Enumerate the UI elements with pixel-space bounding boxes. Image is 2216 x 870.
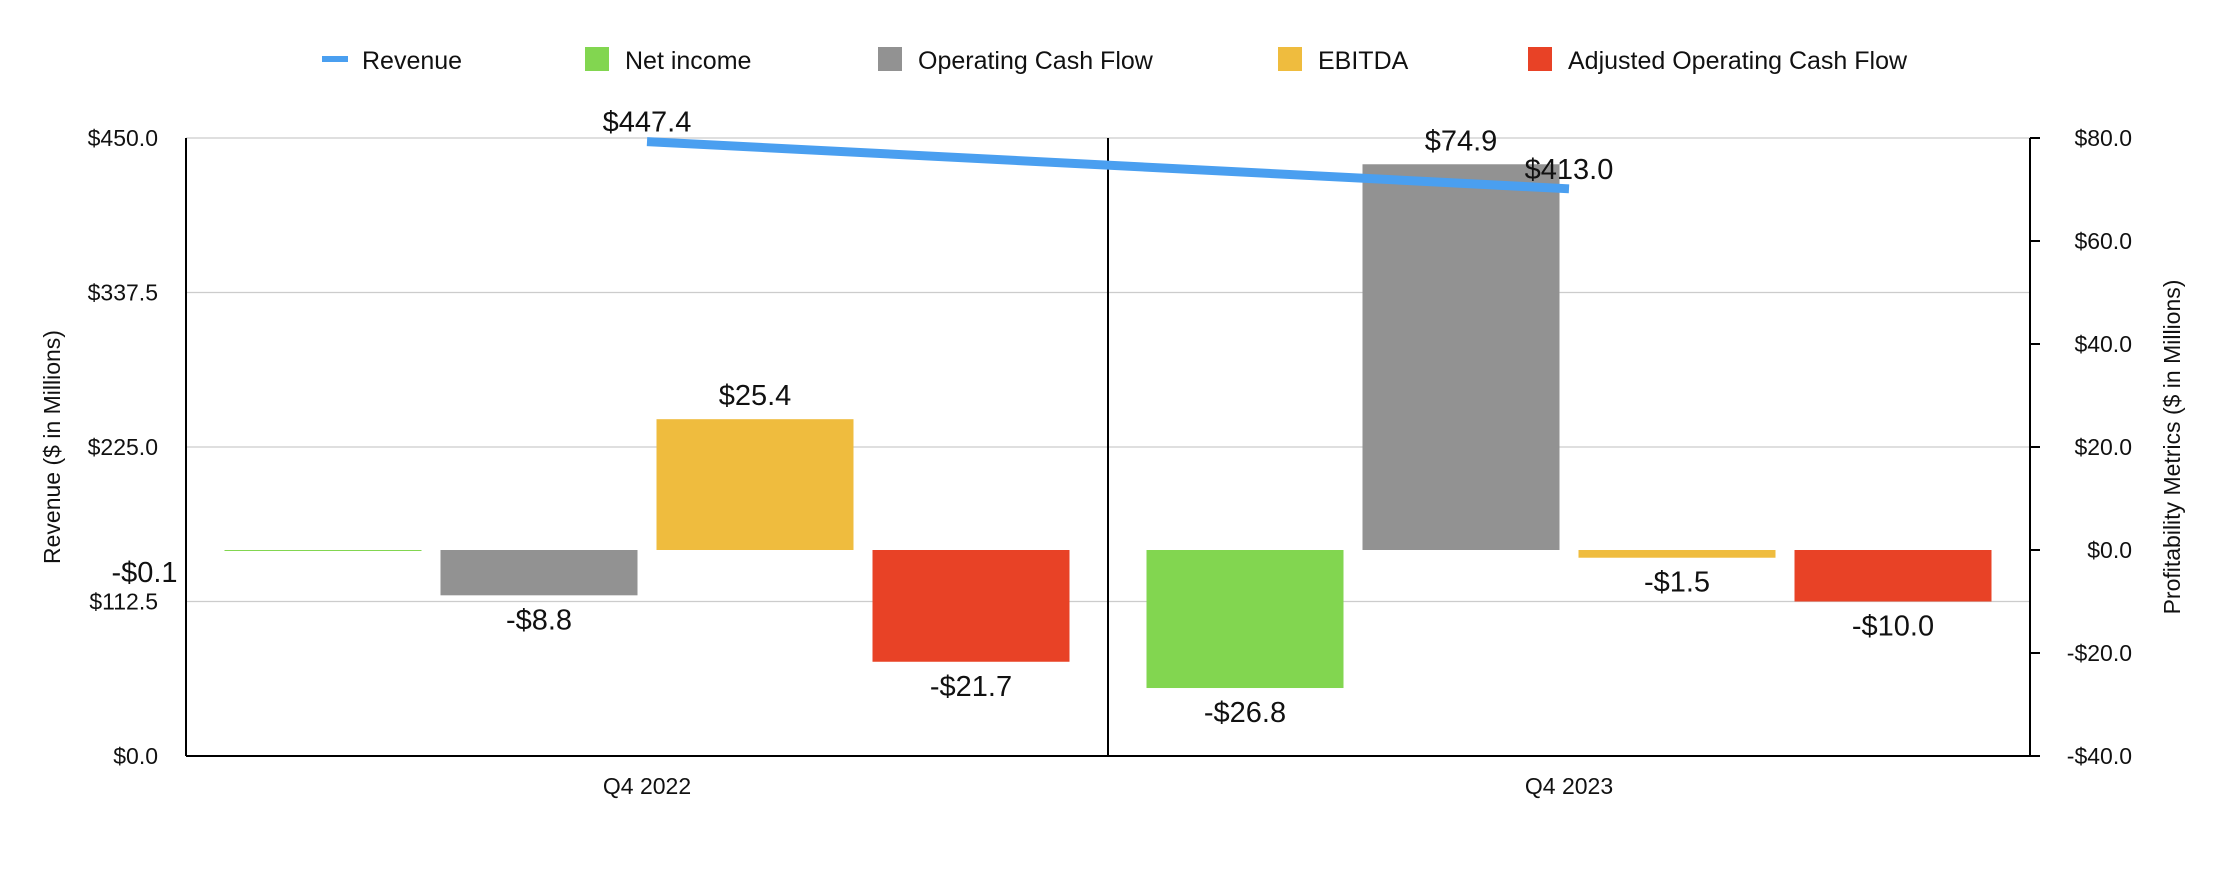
left-tick-label: $225.0 <box>88 434 158 460</box>
left-tick-label: $0.0 <box>113 743 158 769</box>
legend-marker-ebitda <box>1278 47 1302 71</box>
legend-marker-net-income <box>585 47 609 71</box>
data-label-net-income: -$0.1 <box>111 557 177 589</box>
revenue-line <box>646 137 1570 194</box>
data-label-operating-cash-flow: $74.9 <box>1425 125 1498 157</box>
legend-label-net-income: Net income <box>625 47 751 75</box>
legend-marker-adjusted-operating-cash-flow <box>1528 47 1552 71</box>
right-axis-title: Profitability Metrics ($ in Millions) <box>2159 280 2185 615</box>
data-label-revenue: $413.0 <box>1525 154 1614 186</box>
data-labels: -$0.1 -$26.8 -$8.8 $74.9 $25.4 -$1.5 -$21.7 -$1… <box>111 125 1934 729</box>
legend-label-operating-cash-flow: Operating Cash Flow <box>918 47 1154 75</box>
right-tick-label: $20.0 <box>2074 434 2132 460</box>
right-tick-label: -$40.0 <box>2067 743 2132 769</box>
right-tick-label: $60.0 <box>2074 228 2132 254</box>
left-tick-label: $112.5 <box>89 589 158 615</box>
left-tick-label: $450.0 <box>88 125 158 151</box>
bar-adjusted-operating-cash-flow <box>872 550 1070 662</box>
data-label-revenue: $447.4 <box>603 107 692 139</box>
bar-net-income <box>224 550 422 551</box>
legend-label-adjusted-operating-cash-flow: Adjusted Operating Cash Flow <box>1568 47 1908 75</box>
bars <box>224 164 1992 689</box>
legend-marker-operating-cash-flow <box>878 47 902 71</box>
legend: Revenue Net income Operating Cash Flow EBIT… <box>322 47 1908 75</box>
data-label-adjusted-operating-cash-flow: -$10.0 <box>1852 611 1934 643</box>
axes: $0.0 $112.5 $225.0 $337.5 $450.0 -$40.0 -$20.0… <box>39 125 2185 799</box>
bar-net-income <box>1146 550 1344 689</box>
left-axis-title: Revenue ($ in Millions) <box>39 330 65 564</box>
data-label-ebitda: $25.4 <box>719 380 792 412</box>
legend-label-ebitda: EBITDA <box>1318 47 1409 75</box>
bar-adjusted-operating-cash-flow <box>1794 550 1992 602</box>
bar-operating-cash-flow <box>440 550 638 596</box>
bar-ebitda <box>1578 550 1776 558</box>
revenue-line-layer: $447.4 $413.0 <box>603 107 1614 194</box>
right-tick-label: -$20.0 <box>2067 640 2132 666</box>
right-tick-label: $0.0 <box>2087 537 2132 563</box>
right-tick-label: $40.0 <box>2074 331 2132 357</box>
data-label-adjusted-operating-cash-flow: -$21.7 <box>930 671 1012 703</box>
x-tick-label: Q4 2022 <box>603 773 691 799</box>
bar-operating-cash-flow <box>1362 164 1560 550</box>
left-tick-label: $337.5 <box>88 280 158 306</box>
legend-marker-revenue <box>322 56 348 62</box>
x-tick-label: Q4 2023 <box>1525 773 1613 799</box>
data-label-operating-cash-flow: -$8.8 <box>506 604 572 636</box>
data-label-ebitda: -$1.5 <box>1644 567 1710 599</box>
legend-label-revenue: Revenue <box>362 47 462 75</box>
bar-ebitda <box>656 419 854 550</box>
right-tick-label: $80.0 <box>2074 125 2132 151</box>
data-label-net-income: -$26.8 <box>1204 697 1286 729</box>
